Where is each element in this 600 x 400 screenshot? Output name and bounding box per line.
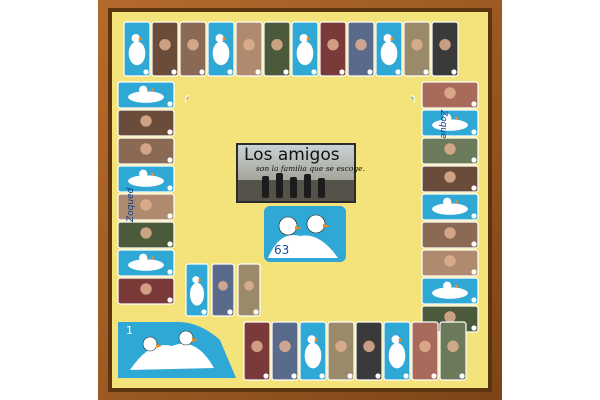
track-cell-left bbox=[117, 193, 175, 221]
left-side-text: Zoqued bbox=[126, 187, 136, 223]
track-cell-top bbox=[291, 21, 319, 77]
track-cell-bottom bbox=[411, 321, 439, 381]
track-cell-right bbox=[421, 165, 479, 193]
track-cell-left bbox=[117, 137, 175, 165]
track-cell-left bbox=[117, 277, 175, 305]
track-cell-bottom bbox=[299, 321, 327, 381]
track-cell-top bbox=[207, 21, 235, 77]
track-cell-top bbox=[151, 21, 179, 77]
track-cell-left bbox=[117, 221, 175, 249]
track-cell-top bbox=[263, 21, 291, 77]
caption-title: Los amigos bbox=[244, 145, 340, 165]
track-cell-bottom bbox=[243, 321, 271, 381]
right-side-text: Zoque bbox=[438, 109, 448, 139]
track-cell-top bbox=[179, 21, 207, 77]
start-square-number: 1 bbox=[126, 324, 133, 337]
final-square-number: 63 bbox=[274, 243, 289, 257]
track-cell-right bbox=[421, 221, 479, 249]
track-cell-bottom bbox=[355, 321, 383, 381]
track-cell-right bbox=[421, 277, 479, 305]
track-cell-left bbox=[117, 109, 175, 137]
track-cell-bottom bbox=[383, 321, 411, 381]
track-cell-top bbox=[431, 21, 459, 77]
inner-cell-bottom bbox=[185, 263, 209, 317]
track-cells bbox=[117, 21, 479, 381]
track-cell-top bbox=[403, 21, 431, 77]
track-cell-bottom bbox=[327, 321, 355, 381]
track-cell-right bbox=[421, 81, 479, 109]
track-cell-bottom bbox=[271, 321, 299, 381]
track-cell-right bbox=[421, 137, 479, 165]
inner-cell-bottom bbox=[237, 263, 261, 317]
track-cell-top bbox=[375, 21, 403, 77]
track-cell-top bbox=[123, 21, 151, 77]
track-cell-right bbox=[421, 249, 479, 277]
track-cell-right bbox=[421, 193, 479, 221]
track-cell-left bbox=[117, 165, 175, 193]
track-cell-bottom bbox=[439, 321, 467, 381]
track-cell-left bbox=[117, 81, 175, 109]
track-cell-top bbox=[347, 21, 375, 77]
track-cell-top bbox=[235, 21, 263, 77]
caption-photo bbox=[236, 143, 356, 203]
track-cell-top bbox=[319, 21, 347, 77]
inner-cell-bottom bbox=[211, 263, 235, 317]
track-cell-left bbox=[117, 249, 175, 277]
start-square-1 bbox=[118, 322, 236, 378]
final-square-63 bbox=[264, 206, 346, 262]
caption-subtitle: son la familia que se escoge. bbox=[256, 164, 365, 173]
track-cell-right bbox=[421, 109, 479, 137]
